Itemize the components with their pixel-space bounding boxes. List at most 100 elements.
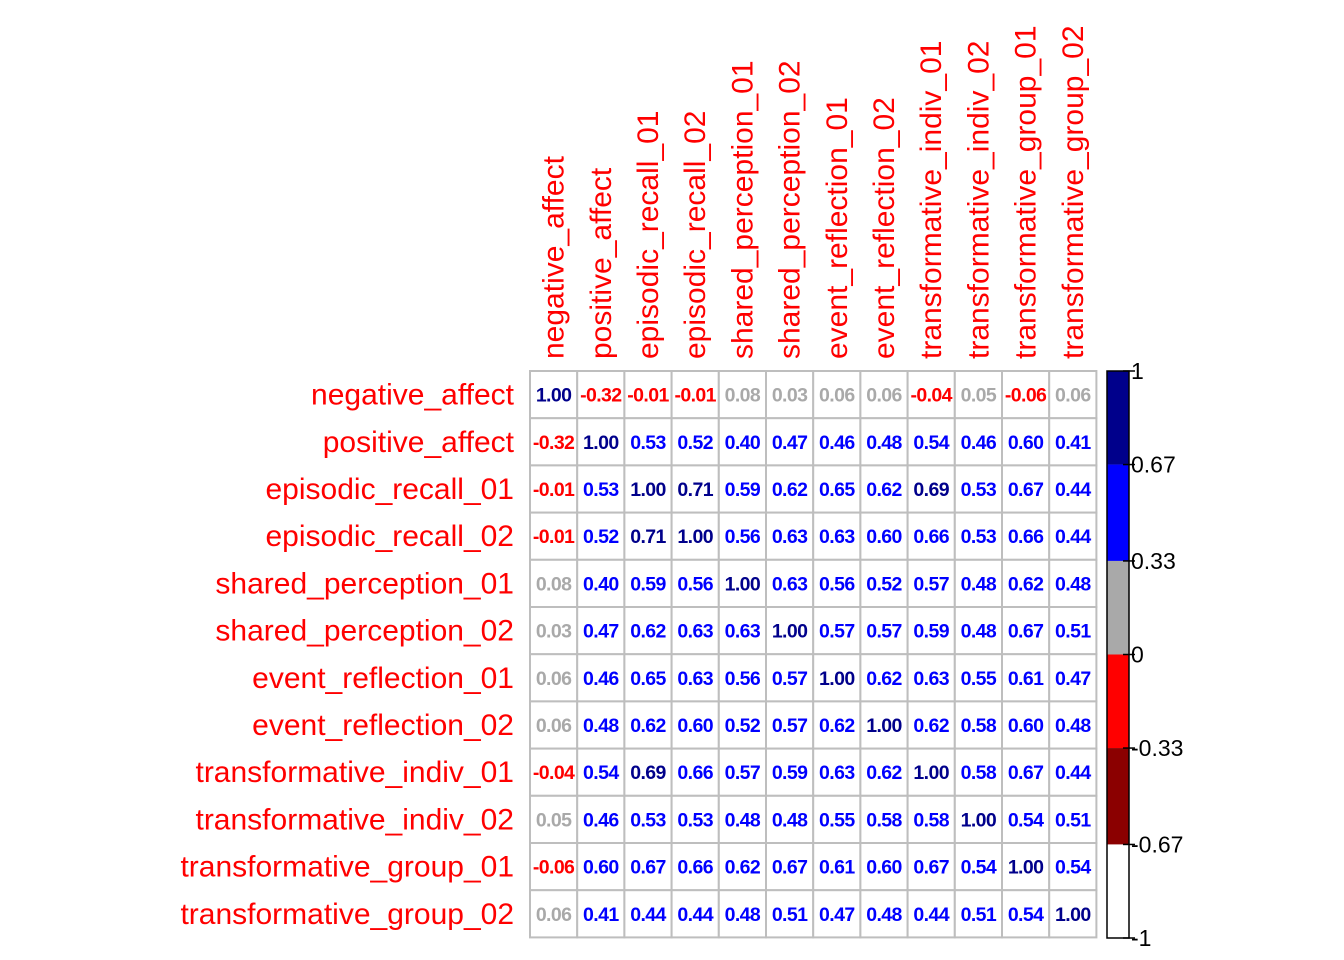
cell-value-label: 0.41 bbox=[583, 904, 619, 926]
column-label: episodic_recall_02 bbox=[679, 111, 712, 360]
matrix-cell bbox=[765, 653, 815, 703]
cell-value-label: 0.05 bbox=[536, 809, 572, 831]
cell-value-label: 0.65 bbox=[630, 668, 666, 690]
cell-value-label: 0.54 bbox=[1008, 904, 1044, 926]
cell-value-label: 0.46 bbox=[819, 432, 855, 454]
matrix-cell bbox=[529, 747, 579, 797]
cell-value-label: 0.60 bbox=[866, 526, 902, 548]
cell-value-label: 0.48 bbox=[725, 904, 761, 926]
cell-value-label: 0.62 bbox=[913, 715, 949, 737]
cell-value-label: 0.62 bbox=[725, 857, 761, 879]
matrix-cell bbox=[717, 417, 767, 467]
matrix-cell bbox=[623, 700, 673, 750]
cell-value-label: 0.48 bbox=[1055, 573, 1091, 595]
cell-value-label: 0.63 bbox=[772, 526, 808, 548]
column-label: shared_perception_01 bbox=[726, 60, 759, 359]
cell-value-label: 0.60 bbox=[583, 857, 619, 879]
cell-value-label: 0.66 bbox=[1008, 526, 1044, 548]
cell-value-label: -0.01 bbox=[533, 526, 575, 548]
cell-value-label: 0.48 bbox=[961, 621, 997, 643]
cell-value-label: 1.00 bbox=[677, 526, 713, 548]
cell-value-label: 0.52 bbox=[583, 526, 619, 548]
matrix-cell bbox=[812, 747, 862, 797]
row-label: episodic_recall_02 bbox=[266, 520, 515, 553]
colorbar-tick-label: -0.33 bbox=[1131, 735, 1183, 761]
row-label: negative_affect bbox=[311, 379, 515, 412]
cell-value-label: 0.51 bbox=[1055, 621, 1091, 643]
colorbar-tick-label: -0.67 bbox=[1131, 831, 1183, 857]
cell-value-label: 0.57 bbox=[913, 573, 949, 595]
cell-value-label: 0.46 bbox=[583, 668, 619, 690]
cell-value-label: 0.48 bbox=[961, 573, 997, 595]
matrix-cell bbox=[953, 511, 1003, 561]
cell-value-label: 0.62 bbox=[772, 479, 808, 501]
column-labels: negative_affect positive_affect episodic_r… bbox=[538, 25, 1090, 359]
cell-value-label: 0.66 bbox=[677, 857, 713, 879]
matrix-cell bbox=[1048, 653, 1098, 703]
cell-value-label: 0.60 bbox=[677, 715, 713, 737]
cell-value-label: 1.00 bbox=[536, 385, 572, 407]
cell-value-label: 0.48 bbox=[866, 904, 902, 926]
matrix-cell bbox=[1048, 700, 1098, 750]
cell-value-label: 0.61 bbox=[819, 857, 855, 879]
matrix-cell bbox=[765, 370, 815, 420]
cell-value-label: 0.40 bbox=[583, 573, 619, 595]
matrix-cell bbox=[529, 511, 579, 561]
cell-value-label: 0.03 bbox=[772, 385, 808, 407]
row-label: episodic_recall_01 bbox=[266, 473, 515, 506]
matrix-cell bbox=[812, 889, 862, 939]
matrix-cell bbox=[859, 606, 909, 656]
cell-value-label: 0.62 bbox=[866, 668, 902, 690]
column-label: shared_perception_02 bbox=[774, 60, 807, 359]
row-label: transformative_indiv_01 bbox=[195, 756, 514, 789]
cell-value-label: 1.00 bbox=[961, 809, 997, 831]
cell-value-label: 0.53 bbox=[630, 432, 666, 454]
cell-value-label: 0.57 bbox=[866, 621, 902, 643]
colorbar-tick-label: -1 bbox=[1131, 925, 1151, 951]
cell-value-label: 0.57 bbox=[819, 621, 855, 643]
cell-value-label: 1.00 bbox=[583, 432, 619, 454]
cell-value-label: 0.03 bbox=[536, 621, 572, 643]
cell-value-label: 0.67 bbox=[630, 857, 666, 879]
matrix-cell bbox=[529, 653, 579, 703]
cell-value-label: 0.63 bbox=[677, 668, 713, 690]
colorbar-bin bbox=[1107, 464, 1129, 561]
matrix-cell bbox=[859, 842, 909, 892]
cell-value-label: 0.06 bbox=[536, 904, 572, 926]
column-label: positive_affect bbox=[585, 167, 618, 359]
cell-value-label: 0.52 bbox=[725, 715, 761, 737]
matrix-cell bbox=[906, 606, 956, 656]
row-label: event_reflection_01 bbox=[252, 662, 514, 695]
matrix-cell bbox=[1001, 842, 1051, 892]
matrix-cell bbox=[812, 606, 862, 656]
matrix-cell bbox=[765, 842, 815, 892]
matrix-cell bbox=[623, 653, 673, 703]
matrix-cell bbox=[1001, 417, 1051, 467]
matrix-cell bbox=[1048, 889, 1098, 939]
column-label: transformative_group_02 bbox=[1057, 25, 1090, 359]
matrix-cell bbox=[812, 417, 862, 467]
matrix-cell bbox=[859, 747, 909, 797]
cell-value-label: 0.44 bbox=[1055, 762, 1091, 784]
matrix-cell bbox=[1048, 370, 1098, 420]
cell-value-label: 0.58 bbox=[866, 809, 902, 831]
matrix-cell bbox=[859, 794, 909, 844]
cell-value-label: 0.06 bbox=[1055, 385, 1091, 407]
matrix-cell bbox=[859, 558, 909, 608]
cell-value-label: 0.63 bbox=[677, 621, 713, 643]
cell-value-label: 0.60 bbox=[866, 857, 902, 879]
colorbar-tick-label: 1 bbox=[1131, 358, 1144, 384]
cell-value-label: 0.57 bbox=[772, 668, 808, 690]
cell-value-label: 0.62 bbox=[630, 621, 666, 643]
cell-value-label: 0.67 bbox=[772, 857, 808, 879]
matrix-cell bbox=[1048, 464, 1098, 514]
matrix-cell bbox=[1048, 417, 1098, 467]
matrix-cell bbox=[906, 842, 956, 892]
colorbar-legend: 1 0.67 0.33 0 -0.33 -0.67 -1 bbox=[1106, 358, 1183, 951]
cell-value-label: 0.54 bbox=[1055, 857, 1091, 879]
matrix-cell bbox=[765, 889, 815, 939]
cell-value-label: 0.67 bbox=[1008, 479, 1044, 501]
cell-value-label: 0.63 bbox=[819, 762, 855, 784]
matrix-cell bbox=[859, 417, 909, 467]
cell-value-label: 0.48 bbox=[866, 432, 902, 454]
